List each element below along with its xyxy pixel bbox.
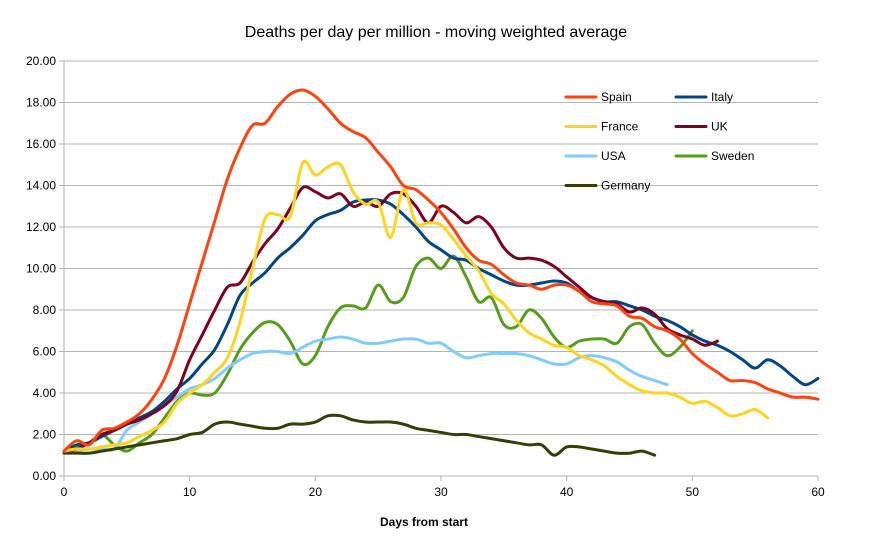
series-line-germany xyxy=(62,413,657,457)
y-tick-label: 18.00 xyxy=(26,96,56,110)
x-tick-label: 50 xyxy=(686,485,700,499)
y-tick-label: 20.00 xyxy=(26,54,56,68)
y-tick-label: 10.00 xyxy=(26,262,56,276)
x-tick-label: 40 xyxy=(560,485,574,499)
chart-title: Deaths per day per million - moving weig… xyxy=(245,24,628,41)
legend-label-uk: UK xyxy=(711,120,728,134)
series-line-uk xyxy=(62,185,719,453)
x-tick-label: 0 xyxy=(61,485,68,499)
x-axis-label: Days from start xyxy=(380,515,468,529)
axes: 0.00 2.00 4.00 6.00 8.00 10.00 12.00 14.00 16.00… xyxy=(26,54,825,499)
series-line-spain xyxy=(62,88,820,453)
x-tick-label: 10 xyxy=(183,485,197,499)
x-tick-label: 30 xyxy=(434,485,448,499)
series-line-italy xyxy=(62,198,820,453)
x-tick-label: 60 xyxy=(811,485,825,499)
legend-label-france: France xyxy=(601,120,639,134)
x-tick-label: 20 xyxy=(309,485,323,499)
legend-label-germany: Germany xyxy=(601,179,650,193)
legend-label-sweden: Sweden xyxy=(711,149,754,163)
legend: Spain Italy France UK USA Sweden Germany xyxy=(564,90,754,193)
legend-label-italy: Italy xyxy=(711,90,733,104)
series-line-france xyxy=(62,159,770,453)
y-tick-label: 4.00 xyxy=(33,386,57,400)
legend-label-spain: Spain xyxy=(601,90,632,104)
y-tick-label: 8.00 xyxy=(33,303,57,317)
y-tick-label: 16.00 xyxy=(26,137,56,151)
series-line-sweden xyxy=(62,254,694,453)
y-tick-label: 0.00 xyxy=(33,469,57,483)
y-tick-label: 14.00 xyxy=(26,179,56,193)
y-tick-label: 6.00 xyxy=(33,345,57,359)
y-tick-label: 2.00 xyxy=(33,428,57,442)
legend-label-usa: USA xyxy=(601,149,626,163)
y-tick-label: 12.00 xyxy=(26,220,56,234)
data-series xyxy=(62,88,820,457)
